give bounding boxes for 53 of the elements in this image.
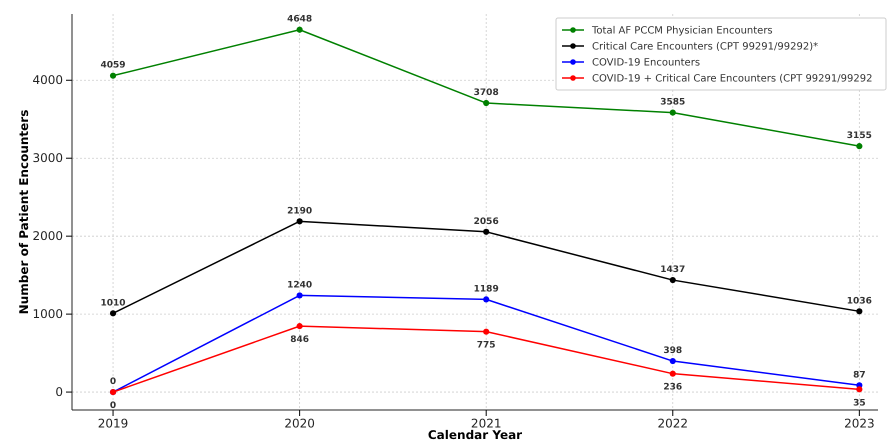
data-label: 35 (853, 398, 866, 408)
y-axis-title: Number of Patient Encounters (17, 110, 31, 314)
point (670, 358, 676, 364)
point (110, 72, 116, 79)
point (296, 26, 303, 33)
point (483, 100, 490, 106)
point (483, 296, 490, 302)
data-label: 4648 (287, 14, 312, 25)
point (670, 370, 676, 377)
point (856, 386, 862, 392)
data-label: 236 (663, 382, 682, 393)
point (296, 323, 303, 330)
data-label: 1240 (287, 280, 312, 290)
data-label: 2056 (474, 216, 499, 227)
point (296, 218, 303, 224)
legend-label: COVID-19 + Critical Care Encounters (CPT 99291/99292 (592, 74, 872, 84)
data-label: 1036 (846, 296, 872, 306)
x-tick-label: 2020 (284, 416, 315, 431)
point (856, 143, 862, 150)
data-label: 1010 (100, 298, 126, 308)
data-label: 87 (853, 370, 866, 380)
x-tick-label: 2023 (844, 416, 875, 431)
point (110, 310, 116, 316)
x-axis-title: Calendar Year (428, 428, 522, 441)
point (483, 328, 490, 335)
point (483, 228, 490, 235)
data-label: 846 (290, 335, 310, 346)
y-tick-label: 2000 (32, 229, 63, 244)
x-tick-label: 2021 (470, 416, 502, 431)
point (296, 292, 303, 298)
legend-label: COVID-19 Encounters (592, 58, 700, 68)
data-label: 3585 (660, 98, 686, 108)
legend-label: Critical Care Encounters (CPT 99291/99292)* (592, 42, 818, 52)
y-tick-label: 3000 (32, 151, 63, 166)
data-label: 775 (476, 340, 496, 351)
data-label: 3708 (474, 88, 499, 98)
data-label: 0 (110, 377, 116, 388)
point (856, 308, 862, 314)
point (670, 110, 676, 116)
data-label: 1437 (660, 265, 686, 276)
point (670, 276, 676, 284)
y-tick-label: 0 (55, 384, 63, 399)
legend-label: Total AF PCCM Physician Encounters (591, 26, 773, 36)
data-label: 4059 (100, 60, 126, 71)
data-label: 0 (110, 401, 116, 412)
x-tick-label: 2019 (98, 416, 128, 431)
data-label: 1189 (474, 284, 499, 294)
data-label: 3155 (846, 131, 872, 142)
data-label: 398 (663, 346, 682, 356)
y-tick-label: 1000 (32, 306, 63, 321)
data-label: 2190 (287, 206, 312, 216)
y-tick-label: 4000 (32, 73, 63, 88)
x-tick-label: 2022 (657, 416, 688, 431)
